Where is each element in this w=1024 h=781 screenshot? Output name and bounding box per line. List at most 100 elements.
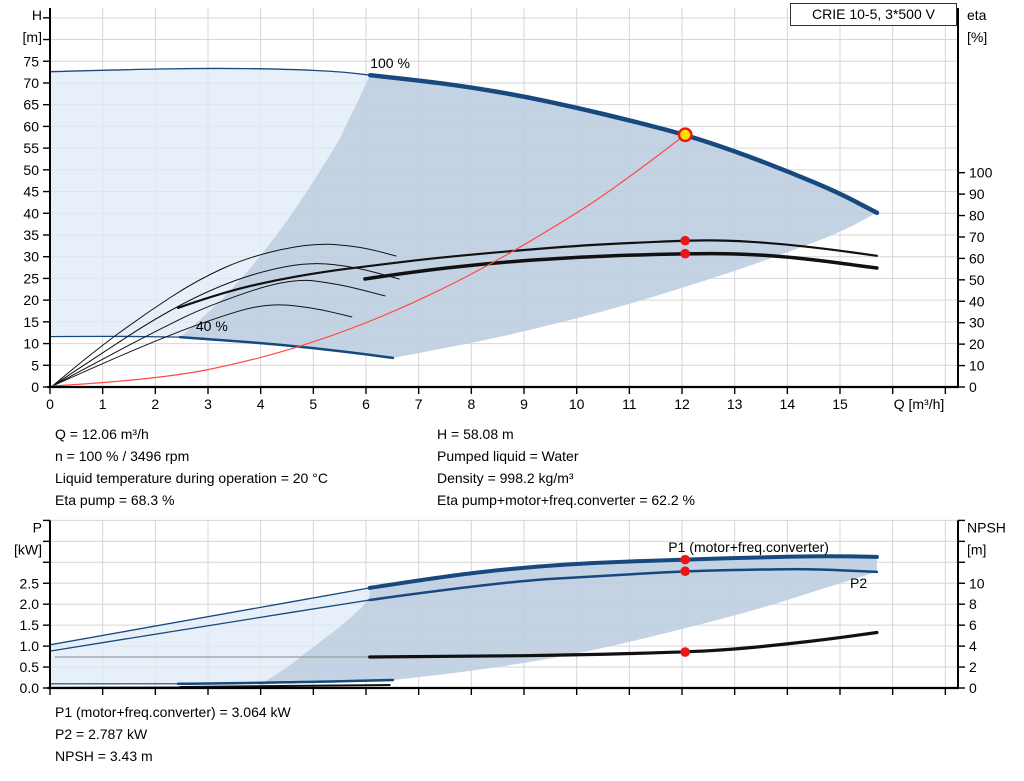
eta-arc-2	[52, 263, 400, 387]
x-tick-label: 12	[674, 396, 690, 412]
y-right-axis-label: [%]	[967, 29, 987, 45]
y-right-tick-label: 0	[969, 680, 977, 696]
result-density: Density = 998.2 kg/m³	[437, 470, 574, 486]
y-left-tick-label: 15	[23, 314, 39, 330]
x-tick-label: 0	[46, 396, 54, 412]
x-tick-label: 13	[727, 396, 743, 412]
result-head: H = 58.08 m	[437, 426, 514, 442]
y-right-tick-label: 100	[969, 165, 993, 181]
y-left-axis-label: [kW]	[14, 542, 42, 558]
y-right-tick-label: 50	[969, 272, 985, 288]
y-right-tick-label: 30	[969, 315, 985, 331]
x-tick-label: 15	[832, 396, 848, 412]
y-left-tick-label: 1.5	[20, 617, 40, 633]
y-right-axis-label: [m]	[967, 542, 986, 558]
y-left-tick-label: 55	[23, 140, 39, 156]
curve-label: 100 %	[370, 55, 410, 71]
y-left-tick-label: 10	[23, 336, 39, 352]
duty-point[interactable]	[677, 127, 693, 143]
x-tick-label: 7	[415, 396, 423, 412]
curve-label: P1 (motor+freq.converter)	[668, 539, 829, 555]
y-right-tick-label: 8	[969, 596, 977, 612]
y-left-tick-label: 2.5	[20, 575, 40, 591]
result-eta-pump: Eta pump = 68.3 %	[55, 492, 175, 508]
x-tick-label: 14	[780, 396, 796, 412]
y-left-tick-label: 75	[23, 53, 39, 69]
y-left-axis-label: P	[33, 520, 42, 536]
result-p2: P2 = 2.787 kW	[55, 726, 148, 742]
result-flow: Q = 12.06 m³/h	[55, 426, 149, 442]
y-right-axis-label: NPSH	[967, 520, 1006, 536]
x-tick-label: 6	[362, 396, 370, 412]
y-left-tick-label: 20	[23, 292, 39, 308]
y-right-tick-label: 80	[969, 208, 985, 224]
y-right-tick-label: 40	[969, 293, 985, 309]
power-npsh-chart[interactable]: 0.0 0.5 1.0 1.5 2.0 2.5 0 2 4 6 8 10 P [kW] NPSH [m] P1 …	[14, 520, 1006, 697]
y-left-tick-label: 2.0	[20, 596, 40, 612]
x-tick-label: 9	[520, 396, 528, 412]
npsh-point[interactable]	[680, 647, 690, 657]
y-left-axis-label: H	[32, 7, 42, 23]
y-right-axis-label: eta	[967, 7, 987, 23]
y-left-tick-label: 70	[23, 75, 39, 91]
eta-total-point[interactable]	[680, 248, 690, 259]
y-left-tick-label: 50	[23, 162, 39, 178]
x-tick-label: 1	[99, 396, 107, 412]
eta-arc-3	[52, 279, 386, 387]
x-tick-label: 11	[622, 396, 637, 412]
x-tick-label: 8	[467, 396, 475, 412]
y-left-tick-label: 40	[23, 205, 39, 221]
p1-point[interactable]	[680, 554, 690, 565]
y-left-tick-label: 25	[23, 270, 39, 286]
y-left-tick-label: 5	[31, 357, 39, 373]
h-100	[367, 72, 880, 216]
y-left-tick-label: 60	[23, 118, 39, 134]
npsh40	[179, 684, 391, 688]
y-left-tick-label: 0.5	[20, 659, 40, 675]
eta-pump-point[interactable]	[680, 235, 690, 246]
p1-ext	[49, 587, 371, 646]
y-right-tick-label: 90	[969, 186, 985, 202]
x-axis-label: Q [m³/h]	[894, 396, 945, 412]
y-left-tick-label: 35	[23, 227, 39, 243]
pump-model-badge: CRIE 10-5, 3*500 V	[790, 3, 957, 26]
result-speed: n = 100 % / 3496 rpm	[55, 448, 190, 464]
y-right-tick-label: 10	[969, 575, 985, 591]
y-right-tick-label: 20	[969, 336, 985, 352]
y-right-tick-label: 2	[969, 659, 977, 675]
y-right-tick-label: 6	[969, 617, 977, 633]
y-left-tick-label: 0.0	[20, 680, 40, 696]
system-curve	[49, 134, 686, 387]
h-40	[178, 335, 395, 360]
result-npsh: NPSH = 3.43 m	[55, 748, 153, 764]
x-tick-label: 10	[569, 396, 585, 412]
y-left-tick-label: 30	[23, 249, 39, 265]
y-right-tick-label: 4	[969, 638, 977, 654]
eta-arc-4	[52, 304, 353, 387]
npsh	[368, 630, 879, 659]
eta-total	[363, 251, 879, 281]
eta-arc-1	[52, 243, 397, 387]
eta-pump	[176, 239, 878, 309]
y-left-tick-label: 65	[23, 97, 39, 113]
y-right-tick-label: 60	[969, 250, 985, 266]
h-q-chart[interactable]: 0510152025303540455055606570750102030405…	[23, 7, 993, 412]
result-temperature: Liquid temperature during operation = 20…	[55, 470, 328, 486]
y-left-tick-label: 1.0	[20, 638, 40, 654]
y-right-tick-label: 70	[969, 229, 985, 245]
result-liquid: Pumped liquid = Water	[437, 448, 579, 464]
x-tick-label: 5	[309, 396, 317, 412]
y-left-tick-label: 0	[31, 379, 39, 395]
result-p1: P1 (motor+freq.converter) = 3.064 kW	[55, 704, 291, 720]
result-eta-total: Eta pump+motor+freq.converter = 62.2 %	[437, 492, 695, 508]
x-tick-label: 3	[204, 396, 212, 412]
axes: 0510152025303540455055606570750102030405…	[23, 7, 993, 412]
duty-envelope-dark	[180, 75, 877, 358]
y-right-tick-label: 10	[969, 358, 985, 374]
power-duty-dark	[257, 556, 877, 686]
p2-point[interactable]	[680, 566, 690, 577]
x-tick-label: 4	[257, 396, 265, 412]
p40	[176, 678, 395, 686]
